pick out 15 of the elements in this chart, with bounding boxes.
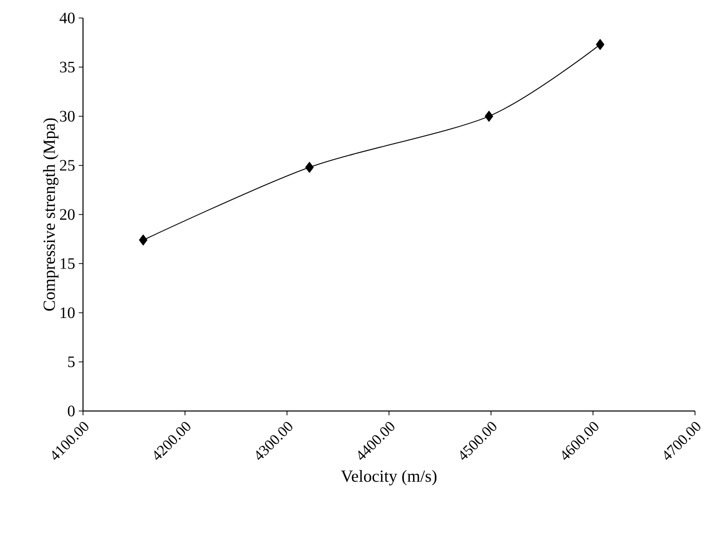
y-tick-label: 10 [60, 307, 75, 318]
y-tick-label: 20 [60, 209, 75, 220]
point [484, 110, 494, 122]
point [596, 39, 604, 50]
x-axis-title: Velocity (m/s) [340, 470, 436, 486]
y-tick-label: 25 [60, 160, 75, 171]
y-tick-label: 35 [60, 62, 75, 72]
y-tick-label: 40 [60, 12, 75, 24]
y-axis-title: Compressive strength (Mpa) [43, 118, 58, 311]
point [305, 162, 314, 173]
y-tick-label: 15 [60, 258, 75, 269]
y-tick-label: 5 [68, 356, 75, 368]
y-tick-label: 0 [68, 406, 75, 416]
point [139, 234, 148, 246]
y-tick-label: 30 [60, 110, 75, 122]
